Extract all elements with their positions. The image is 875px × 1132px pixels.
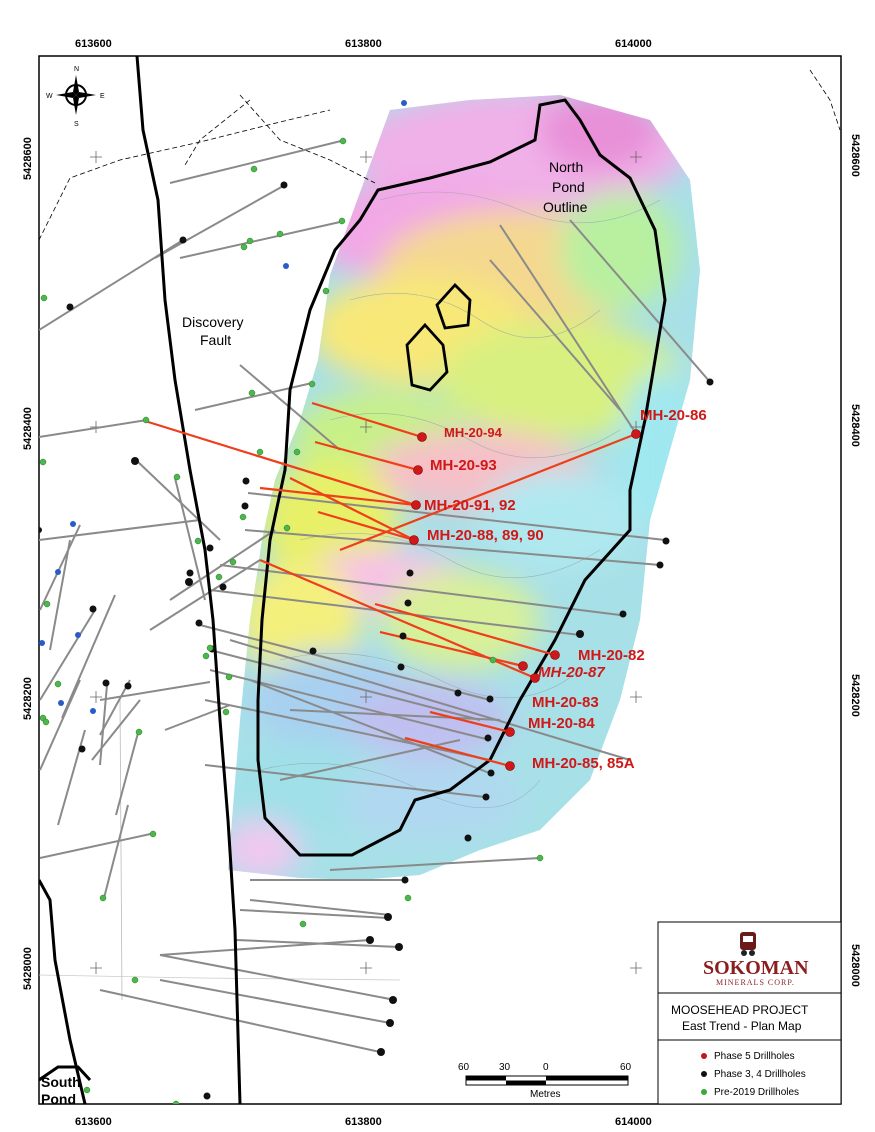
legend-phase34: Phase 3, 4 Drillholes xyxy=(714,1069,806,1080)
y-tick-right-5428000: 5428000 xyxy=(849,944,861,987)
project-title: MOOSEHEAD PROJECT xyxy=(671,1003,809,1017)
south-pond-label: South xyxy=(41,1074,81,1090)
y-tick-right-5428600: 5428600 xyxy=(849,134,861,177)
pond-island xyxy=(405,322,449,392)
road-line xyxy=(184,99,251,166)
compass-e: E xyxy=(100,93,105,100)
track-line xyxy=(39,974,401,981)
scale-bar: 60 30 0 60 Metres xyxy=(458,1062,632,1100)
y-tick-left-5428200: 5428200 xyxy=(22,677,34,720)
sokoman-logo-icon xyxy=(740,932,756,956)
x-tick-top-614000: 614000 xyxy=(615,38,652,50)
legend-pre2019: Pre-2019 Drillholes xyxy=(714,1087,799,1098)
hole-label-mh-20-91-92: MH-20-91, 92 xyxy=(424,497,516,514)
x-tick-top-613800: 613800 xyxy=(345,38,382,50)
x-tick-top-613600: 613600 xyxy=(75,38,112,50)
y-tick-right-5428200: 5428200 xyxy=(849,674,861,717)
north-pond-label: Outline xyxy=(543,199,588,215)
discovery-fault-label: Discovery xyxy=(182,314,243,330)
x-tick-bottom-613600: 613600 xyxy=(75,1116,112,1128)
brand-name: SOKOMAN xyxy=(703,957,809,979)
hole-label-mh-20-94: MH-20-94 xyxy=(444,425,503,440)
legend: Phase 5 Drillholes Phase 3, 4 Drillholes… xyxy=(701,1051,806,1098)
compass-rose: N S E W xyxy=(46,66,105,128)
scale-label-60l: 60 xyxy=(458,1062,470,1073)
hole-label-mh-20-82: MH-20-82 xyxy=(578,647,645,664)
scale-label-30: 30 xyxy=(499,1062,511,1073)
scale-label-60r: 60 xyxy=(620,1062,632,1073)
y-tick-left-5428400: 5428400 xyxy=(22,407,34,450)
blue-collars xyxy=(39,100,407,714)
road-line xyxy=(39,109,331,241)
map-subtitle: East Trend - Plan Map xyxy=(682,1019,802,1033)
hole-label-mh-20-84: MH-20-84 xyxy=(528,715,595,732)
scale-label-0: 0 xyxy=(543,1062,549,1073)
discovery-fault-label: Fault xyxy=(200,332,231,348)
brand-sub: MINERALS CORP. xyxy=(716,978,795,987)
hole-label-mh-20-85-85a: MH-20-85, 85A xyxy=(532,755,635,772)
drill-traces xyxy=(39,139,711,1053)
hole-label-mh-20-87: MH-20-87 xyxy=(538,664,605,681)
hole-label-mh-20-88-89-90: MH-20-88, 89, 90 xyxy=(427,527,544,544)
road-line xyxy=(239,94,376,184)
south-pond-outline xyxy=(39,879,87,1104)
legend-phase5: Phase 5 Drillholes xyxy=(714,1051,795,1062)
compass-n: N xyxy=(74,66,79,73)
south-pond-label: Pond xyxy=(41,1091,76,1107)
black-collars xyxy=(39,181,714,1100)
pond-island xyxy=(435,282,472,330)
phase5-collars xyxy=(409,429,641,771)
y-tick-left-5428600: 5428600 xyxy=(22,137,34,180)
y-tick-left-5428000: 5428000 xyxy=(22,947,34,990)
north-pond-outline xyxy=(256,98,667,857)
y-tick-right-5428400: 5428400 xyxy=(849,404,861,447)
discovery-fault xyxy=(135,56,242,1104)
hole-label-mh-20-93: MH-20-93 xyxy=(430,457,497,474)
green-collars xyxy=(39,137,544,1104)
compass-w: W xyxy=(46,93,53,100)
south-pond-outline xyxy=(39,1065,92,1082)
hole-label-mh-20-83: MH-20-83 xyxy=(532,694,599,711)
title-block: SOKOMAN MINERALS CORP. MOOSEHEAD PROJECT… xyxy=(657,921,842,1105)
scale-unit: Metres xyxy=(530,1089,561,1100)
hole-label-mh-20-86: MH-20-86 xyxy=(640,407,707,424)
x-tick-bottom-614000: 614000 xyxy=(615,1116,652,1128)
compass-s: S xyxy=(74,121,79,128)
north-pond-label: North xyxy=(549,159,583,175)
x-tick-bottom-613800: 613800 xyxy=(345,1116,382,1128)
track-line xyxy=(119,699,123,1001)
phase5-traces xyxy=(144,401,637,768)
road-line xyxy=(809,69,841,131)
north-pond-label: Pond xyxy=(552,179,585,195)
